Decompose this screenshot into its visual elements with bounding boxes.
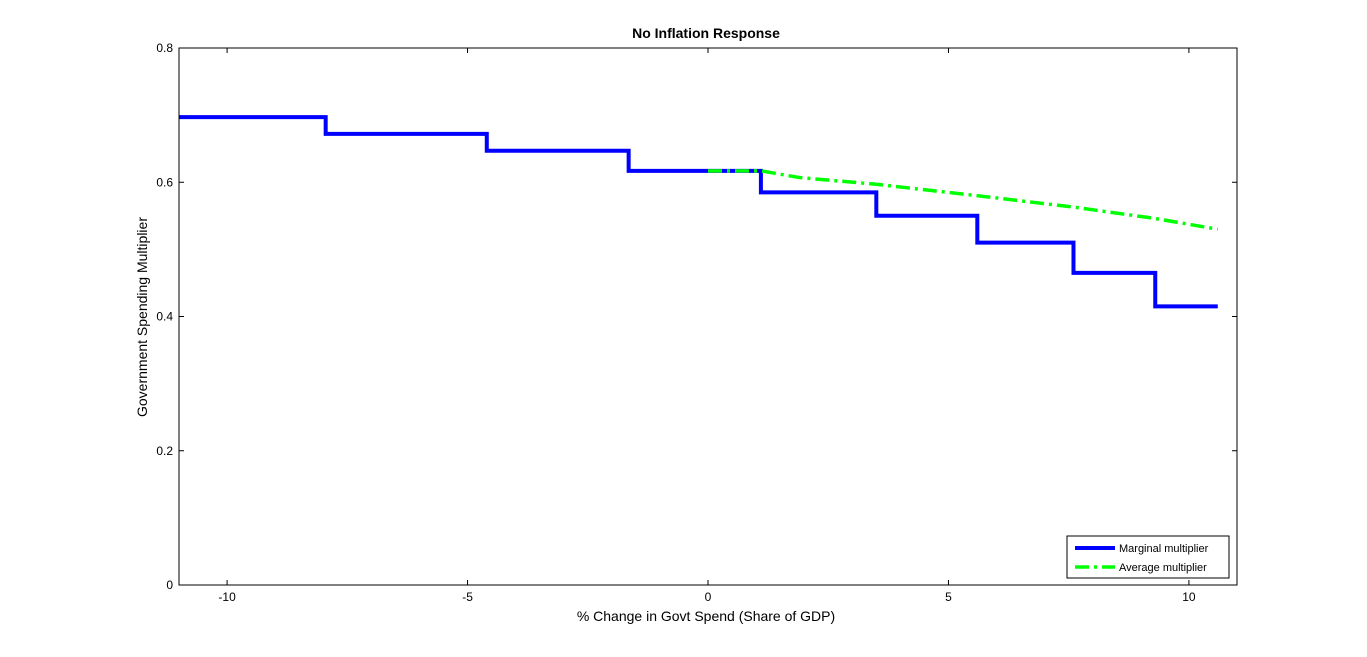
series-line-average — [708, 169, 1219, 231]
chart-title: No Inflation Response — [632, 25, 780, 41]
series-layer — [179, 115, 1219, 309]
y-axis-label: Government Spending Multiplier — [134, 217, 150, 417]
ticks-layer: -10 -5 0 5 10 0 0.2 0.4 0.6 0.8 — [156, 41, 1238, 604]
y-tick-label: 0.4 — [156, 310, 173, 324]
x-tick-label: 5 — [945, 590, 952, 604]
y-tick-label: 0.8 — [156, 41, 173, 55]
legend-label: Average multiplier — [1119, 562, 1207, 574]
x-tick-label: 10 — [1182, 590, 1196, 604]
x-axis-label: % Change in Govt Spend (Share of GDP) — [577, 608, 835, 624]
legend-box — [1066, 535, 1230, 579]
x-tick-label: -5 — [462, 590, 473, 604]
y-tick-label: 0 — [166, 578, 173, 592]
series-line-marginal — [179, 115, 1218, 309]
plot-area — [179, 48, 1237, 585]
y-tick-label: 0.2 — [156, 444, 173, 458]
legend-label: Marginal multiplier — [1119, 543, 1209, 555]
y-tick-label: 0.6 — [156, 175, 173, 189]
x-tick-label: 0 — [705, 590, 712, 604]
plot-background — [179, 48, 1237, 585]
legend: Marginal multiplier Average multiplier — [1066, 535, 1230, 579]
x-tick-label: -10 — [218, 590, 236, 604]
